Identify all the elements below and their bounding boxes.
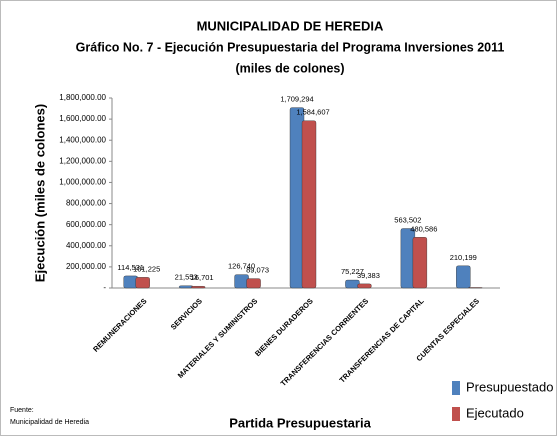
y-axis-label: Ejecución (miles de colones) <box>32 104 47 282</box>
bar <box>456 265 471 289</box>
y-tick-label: 1,800,000.00 <box>59 93 106 102</box>
data-label: 75,227 <box>341 267 364 276</box>
chart-subtitle: (miles de colones) <box>235 61 344 75</box>
data-label: 21,553 <box>175 273 198 282</box>
data-label: 210,199 <box>450 253 477 262</box>
y-tick-label: 800,000.00 <box>66 199 107 208</box>
y-tick-label: 1,600,000.00 <box>59 114 106 123</box>
y-tick-label: 1,400,000.00 <box>59 135 106 144</box>
y-tick-label: 200,000.00 <box>66 262 107 271</box>
bar <box>301 120 317 289</box>
bar <box>468 287 483 289</box>
y-tick-label: 1,000,000.00 <box>59 178 106 187</box>
legend-label: Presupuestado <box>466 379 553 394</box>
bar <box>190 286 206 289</box>
legend-label: Ejecutado <box>466 405 524 420</box>
y-tick-label: 1,200,000.00 <box>59 156 106 165</box>
data-label: 39,383 <box>357 271 380 280</box>
x-axis-label: Partida Presupuestaria <box>229 415 371 430</box>
legend-swatch <box>452 407 460 421</box>
data-label: 89,073 <box>246 266 269 275</box>
data-label: 126,740 <box>228 262 255 271</box>
data-label: 480,586 <box>410 224 437 233</box>
bar <box>357 283 372 289</box>
y-tick-label: - <box>103 283 106 292</box>
data-label: 1,709,294 <box>280 95 313 104</box>
bar <box>135 277 150 289</box>
legend-swatch <box>452 381 460 395</box>
source: Municipalidad de Heredia <box>10 419 89 426</box>
bar <box>412 237 428 289</box>
data-label: 101,225 <box>133 264 160 273</box>
data-label: 563,502 <box>394 216 421 225</box>
data-label: 114,531 <box>117 263 144 272</box>
data-label: 16,701 <box>191 273 214 282</box>
y-tick-label: 600,000.00 <box>66 220 107 229</box>
y-tick-label: 400,000.00 <box>66 241 107 250</box>
chart-subtitle: Gráfico No. 7 - Ejecución Presupuestaria… <box>76 40 505 54</box>
chart-title: MUNICIPALIDAD DE HEREDIA <box>197 18 384 33</box>
bar <box>246 278 261 289</box>
source-title: Fuente: <box>10 407 34 414</box>
data-label: 1,584,607 <box>296 108 329 117</box>
